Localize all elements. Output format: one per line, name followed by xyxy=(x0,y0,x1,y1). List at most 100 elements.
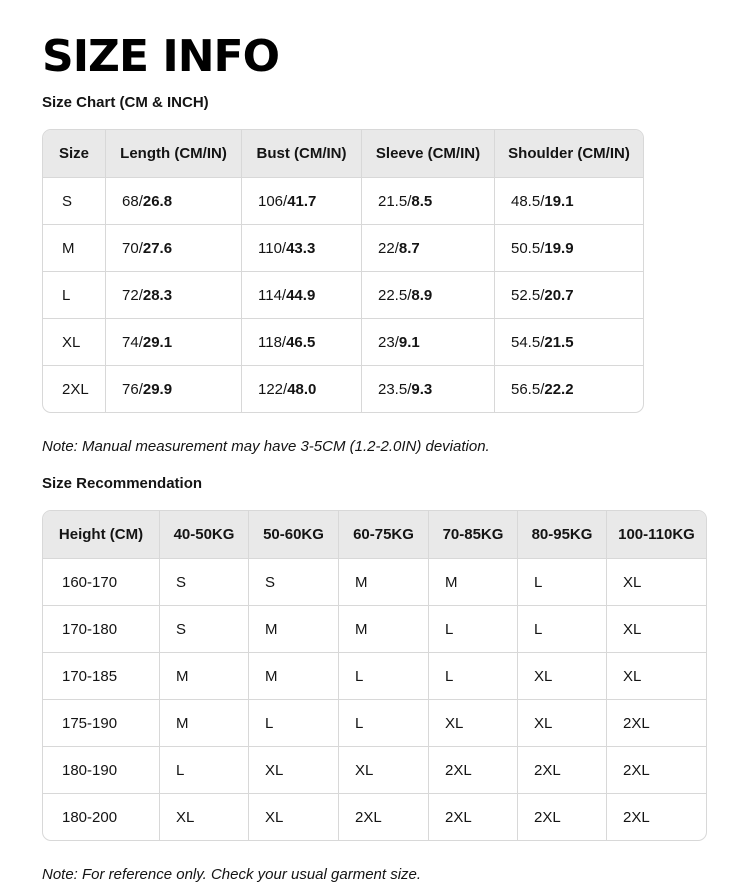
length-measurement-cell: 76/29.9 xyxy=(105,365,241,413)
size-recommendation-table: Height (CM) 40-50KG 50-60KG 60-75KG 70-85KG 8… xyxy=(42,510,707,842)
size-label-cell: M xyxy=(43,224,105,271)
cm-value: 23 xyxy=(378,333,395,351)
slash-separator: / xyxy=(540,192,545,210)
height-range-cell: 180-190 xyxy=(43,746,159,793)
shoulder-measurement-cell: 54.5/21.5 xyxy=(494,318,643,366)
inch-value: 44.9 xyxy=(286,286,316,304)
size-recommendation-header-row: Height (CM) 40-50KG 50-60KG 60-75KG 70-85KG 8… xyxy=(43,511,706,559)
cm-value: 74 xyxy=(122,333,139,351)
recommended-size-cell: 2XL xyxy=(428,746,517,794)
size-chart-header-row: Size Length (CM/IN) Bust (CM/IN) Sleeve (CM… xyxy=(43,130,643,178)
slash-separator: / xyxy=(138,286,143,304)
recommended-size-cell: L xyxy=(428,652,517,700)
slash-separator: / xyxy=(540,333,545,351)
shoulder-measurement-cell: 52.5/20.7 xyxy=(494,271,643,319)
shoulder-measurement-cell: 56.5/22.2 xyxy=(494,365,643,413)
table-row: 170-185 M M L L XL XL xyxy=(43,652,706,700)
slash-separator: / xyxy=(138,192,143,210)
inch-value: 8.7 xyxy=(398,239,420,257)
inch-value: 28.3 xyxy=(142,286,173,304)
recommended-size-cell: L xyxy=(338,652,428,700)
slash-separator: / xyxy=(283,192,288,210)
cm-value: 23.5 xyxy=(378,380,408,398)
table-row: 170-180 S M M L L XL xyxy=(43,605,706,653)
cm-value: 110 xyxy=(258,239,282,257)
sleeve-measurement-cell: 23/9.1 xyxy=(361,318,494,366)
table-row: 160-170 S S M M L XL xyxy=(43,558,706,606)
recommended-size-cell: L xyxy=(159,746,248,794)
column-header: Length (CM/IN) xyxy=(105,130,241,178)
size-label-cell: S xyxy=(43,177,105,224)
recommended-size-cell: L xyxy=(428,605,517,653)
recommended-size-cell: XL xyxy=(517,699,606,747)
size-recommendation-body: 160-170 S S M M L XL 170-180 S M M L L XL 170-185 M M L L X… xyxy=(43,558,706,841)
size-chart-table: Size Length (CM/IN) Bust (CM/IN) Sleeve (CM… xyxy=(42,129,644,414)
cm-value: 56.5 xyxy=(511,380,541,398)
recommended-size-cell: 2XL xyxy=(606,699,706,747)
recommended-size-cell: 2XL xyxy=(606,746,706,794)
slash-separator: / xyxy=(394,333,399,351)
recommended-size-cell: XL xyxy=(606,558,706,606)
size-label-cell: L xyxy=(43,271,105,318)
inch-value: 48.0 xyxy=(287,380,317,398)
inch-value: 22.2 xyxy=(544,380,574,398)
slash-separator: / xyxy=(540,380,545,398)
slash-separator: / xyxy=(540,286,545,304)
size-chart-note: Note: Manual measurement may have 3-5CM … xyxy=(42,438,490,456)
cm-value: 54.5 xyxy=(511,333,541,351)
recommended-size-cell: 2XL xyxy=(606,793,706,841)
recommended-size-cell: S xyxy=(159,605,248,653)
recommended-size-cell: 2XL xyxy=(517,746,606,794)
column-header: 70-85KG xyxy=(428,511,517,559)
recommended-size-cell: M xyxy=(248,605,338,653)
cm-value: 76 xyxy=(122,380,139,398)
bust-measurement-cell: 106/41.7 xyxy=(241,177,361,225)
slash-separator: / xyxy=(394,239,399,257)
recommended-size-cell: L xyxy=(338,699,428,747)
column-header: Sleeve (CM/IN) xyxy=(361,130,494,178)
table-row: 180-190 L XL XL 2XL 2XL 2XL xyxy=(43,746,706,794)
recommended-size-cell: XL xyxy=(606,652,706,700)
inch-value: 43.3 xyxy=(286,239,316,257)
recommended-size-cell: M xyxy=(338,605,428,653)
recommended-size-cell: M xyxy=(338,558,428,606)
table-row: M 70/27.6 110/43.3 22/8.7 50.5/19.9 xyxy=(43,224,643,272)
length-measurement-cell: 68/26.8 xyxy=(105,177,241,225)
size-chart-body: S 68/26.8 106/41.7 21.5/8.5 48.5/19.1 M 70/27.… xyxy=(43,177,643,413)
table-row: S 68/26.8 106/41.7 21.5/8.5 48.5/19.1 xyxy=(43,177,643,225)
recommended-size-cell: M xyxy=(159,699,248,747)
slash-separator: / xyxy=(407,380,412,398)
sleeve-measurement-cell: 22/8.7 xyxy=(361,224,494,272)
height-range-cell: 160-170 xyxy=(43,558,159,605)
inch-value: 8.9 xyxy=(411,286,433,304)
recommended-size-cell: XL xyxy=(159,793,248,841)
spacer xyxy=(42,456,710,475)
length-measurement-cell: 72/28.3 xyxy=(105,271,241,319)
cm-value: 68 xyxy=(122,192,139,210)
bust-measurement-cell: 110/43.3 xyxy=(241,224,361,272)
recommended-size-cell: 2XL xyxy=(338,793,428,841)
recommended-size-cell: XL xyxy=(606,605,706,653)
cm-value: 122 xyxy=(258,380,284,398)
cm-value: 22 xyxy=(378,239,395,257)
column-header: Bust (CM/IN) xyxy=(241,130,361,178)
table-row: L 72/28.3 114/44.9 22.5/8.9 52.5/20.7 xyxy=(43,271,643,319)
sleeve-measurement-cell: 23.5/9.3 xyxy=(361,365,494,413)
size-label-cell: 2XL xyxy=(43,365,105,412)
inch-value: 29.1 xyxy=(142,333,173,351)
cm-value: 118 xyxy=(258,333,282,351)
size-label-cell: XL xyxy=(43,318,105,365)
slash-separator: / xyxy=(540,239,545,257)
height-range-cell: 170-180 xyxy=(43,605,159,652)
bust-measurement-cell: 114/44.9 xyxy=(241,271,361,319)
recommended-size-cell: M xyxy=(428,558,517,606)
sleeve-measurement-cell: 21.5/8.5 xyxy=(361,177,494,225)
height-range-cell: 180-200 xyxy=(43,793,159,840)
cm-value: 70 xyxy=(122,239,139,257)
recommended-size-cell: M xyxy=(248,652,338,700)
slash-separator: / xyxy=(281,286,287,304)
slash-separator: / xyxy=(281,333,287,351)
column-header: 60-75KG xyxy=(338,511,428,559)
column-header: 40-50KG xyxy=(159,511,248,559)
